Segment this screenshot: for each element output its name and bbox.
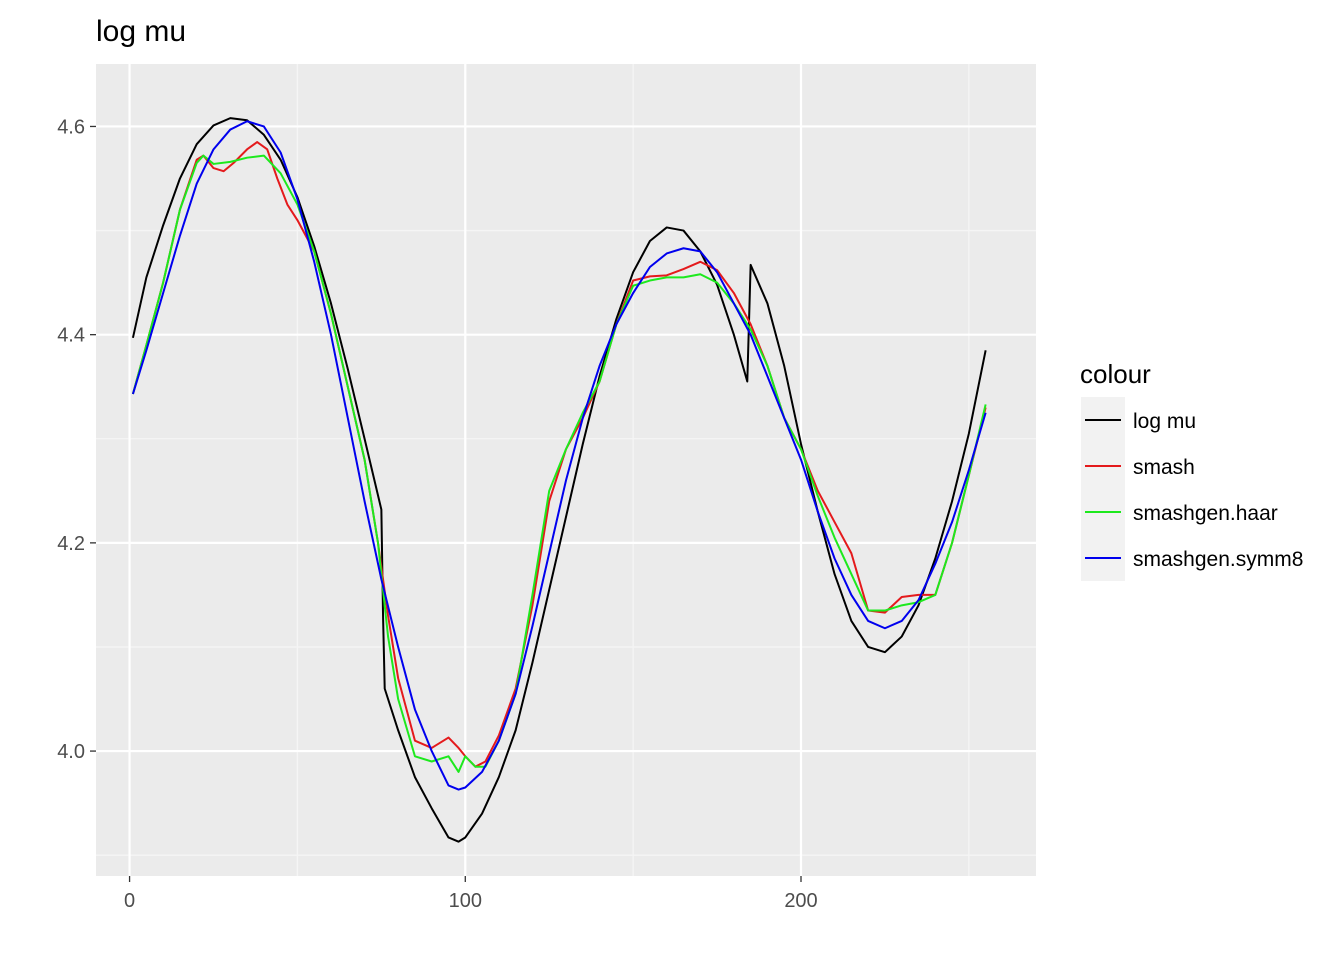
series-line-smashgen-symm8: [131, 120, 987, 791]
legend-title: colour: [1080, 359, 1151, 389]
x-tick-label: 100: [449, 890, 482, 912]
legend-label: smash: [1133, 456, 1195, 479]
legend-label: smashgen.symm8: [1133, 548, 1303, 571]
y-tick-label: 4.6: [57, 116, 85, 138]
chart-title: log mu: [96, 15, 186, 48]
y-tick-label: 4.0: [57, 741, 85, 763]
legend-label: smashgen.haar: [1133, 502, 1278, 525]
series-layer: [131, 117, 987, 843]
plot-panel: [96, 64, 1036, 876]
series-line-log-mu: [131, 117, 987, 843]
grid-major: [96, 64, 1036, 876]
grid-minor: [96, 64, 1036, 876]
series-line-smash: [131, 141, 987, 768]
x-tick-label: 200: [784, 890, 817, 912]
x-axis: 0 100 200: [124, 876, 818, 912]
y-tick-label: 4.4: [57, 325, 85, 347]
legend: colour log mu smash smashgen.haar smashgen.…: [1080, 359, 1303, 581]
y-tick-label: 4.2: [57, 533, 85, 555]
legend-label: log mu: [1133, 410, 1196, 433]
y-axis: 4.0 4.2 4.4 4.6: [57, 116, 96, 763]
x-tick-label: 0: [124, 890, 135, 912]
